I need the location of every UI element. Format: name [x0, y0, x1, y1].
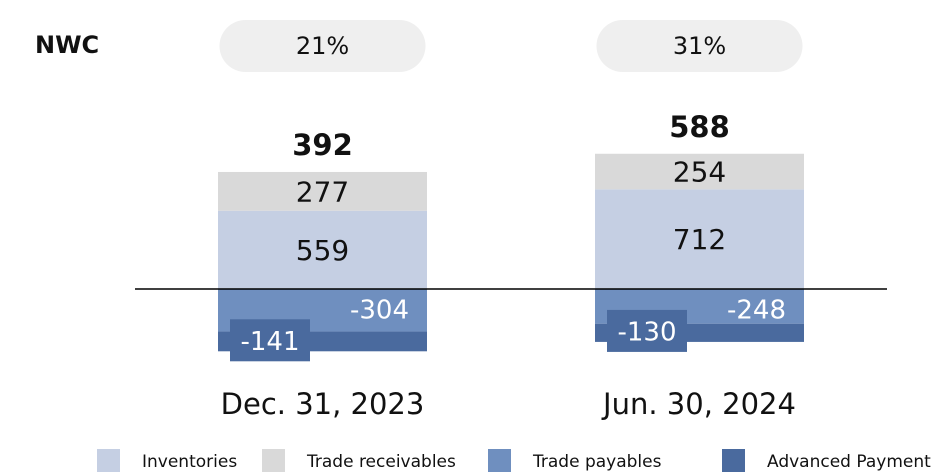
bar-segment [218, 210, 427, 289]
segment-label: -304 [350, 296, 409, 326]
segment-label: -141 [240, 327, 299, 357]
bar-segment [595, 153, 804, 190]
legend-swatch [488, 449, 511, 472]
nwc-pill [596, 20, 803, 72]
label-box [607, 309, 687, 352]
x-tick-label: Jun. 30, 2024 [601, 387, 796, 421]
legend-label: Inventories [142, 452, 237, 472]
total-label: 588 [669, 110, 730, 144]
label-box [230, 319, 310, 362]
bar-segment [595, 189, 804, 289]
nwc-value: 21% [296, 32, 349, 60]
nwc-value: 31% [673, 32, 726, 60]
legend-swatch [722, 449, 745, 472]
legend-swatch [97, 449, 120, 472]
x-tick-label: Dec. 31, 2023 [221, 387, 425, 421]
segment-label: 254 [673, 156, 726, 189]
total-label: 392 [292, 128, 353, 162]
legend-label: Trade payables [532, 452, 662, 472]
segment-label: -130 [617, 317, 676, 347]
segment-label: 277 [296, 175, 349, 208]
segment-label: 559 [296, 234, 349, 267]
legend-label: Advanced Payments [767, 452, 931, 472]
nwc-label: NWC [35, 31, 99, 59]
legend-label: Trade receivables [306, 452, 456, 472]
legend-swatch [262, 449, 285, 472]
segment-label: -248 [727, 296, 786, 326]
segment-label: 712 [673, 223, 726, 256]
nwc-pill [219, 20, 426, 72]
bar-segment [218, 171, 427, 211]
